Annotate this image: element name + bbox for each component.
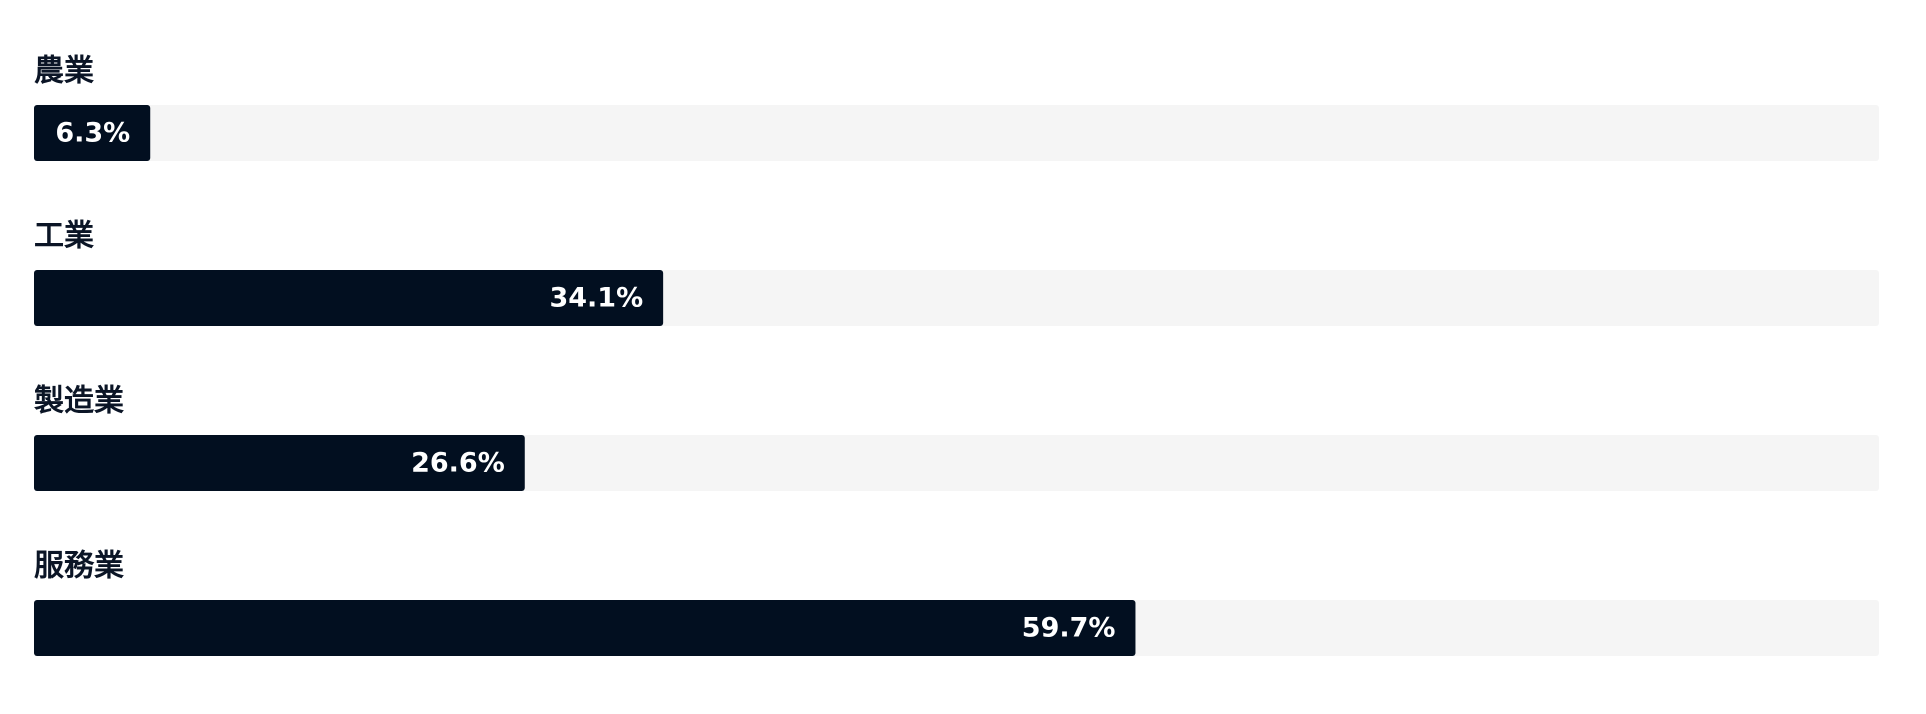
value-label: 59.7% (1022, 613, 1116, 644)
value-label: 6.3% (55, 118, 130, 149)
bar (34, 270, 664, 326)
value-label: 26.6% (411, 448, 505, 479)
value-label: 34.1% (549, 283, 643, 314)
bar (34, 600, 1136, 656)
category-label: 工業 (34, 219, 94, 254)
bar (34, 435, 525, 491)
bar-track (34, 105, 1879, 161)
category-label: 服務業 (34, 549, 124, 584)
category-label: 製造業 (34, 384, 124, 419)
bar (34, 105, 151, 161)
category-label: 農業 (34, 54, 94, 89)
